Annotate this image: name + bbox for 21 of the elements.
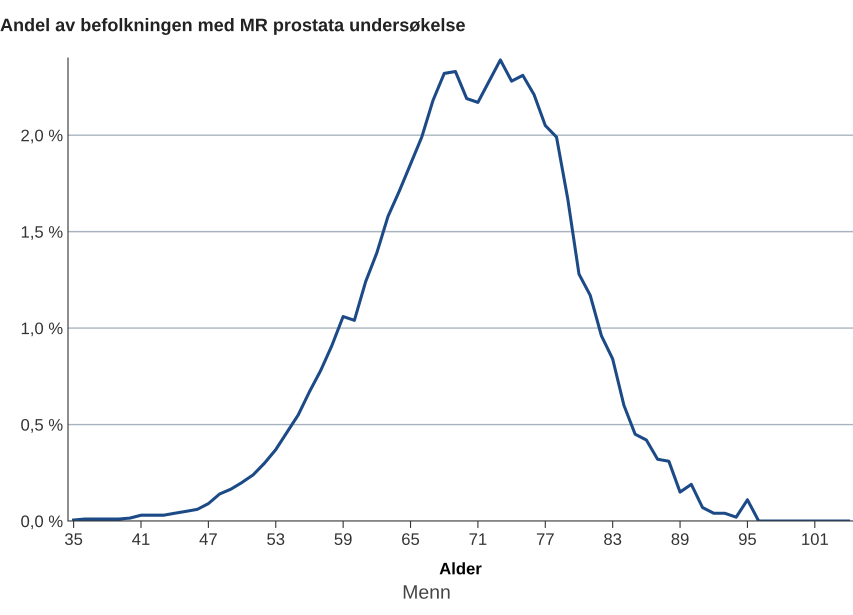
x-tick-label: 77 [536,533,554,545]
x-axis-title: Alder [440,562,482,574]
y-tick-label: 0,0 % [21,515,63,530]
x-tick-label: 41 [132,533,150,545]
text: Menn [404,585,450,599]
x-tick-label: 101 [802,533,828,546]
x-tick-label: 89 [672,533,689,546]
x-tick-label: 35 [64,533,82,546]
x-tick-label: 83 [604,533,622,546]
x-tick-label: 71 [469,533,486,545]
x-tick-label: 95 [738,533,756,546]
x-tick-label: 53 [267,533,284,546]
y-tick-label: 1,0 % [22,322,63,336]
chart-title: Andel av befolkningen med MR prostata undersøkelse [0,18,465,35]
y-tick-label: 1,5 % [22,226,63,240]
x-tick-label: 59 [334,533,352,546]
x-tick-label: 65 [402,533,420,546]
y-tick-label: 2,0 % [21,130,63,144]
x-tick-label: 47 [199,533,217,545]
y-tick-label: 0,5 % [21,418,63,433]
line-series [72,58,850,521]
